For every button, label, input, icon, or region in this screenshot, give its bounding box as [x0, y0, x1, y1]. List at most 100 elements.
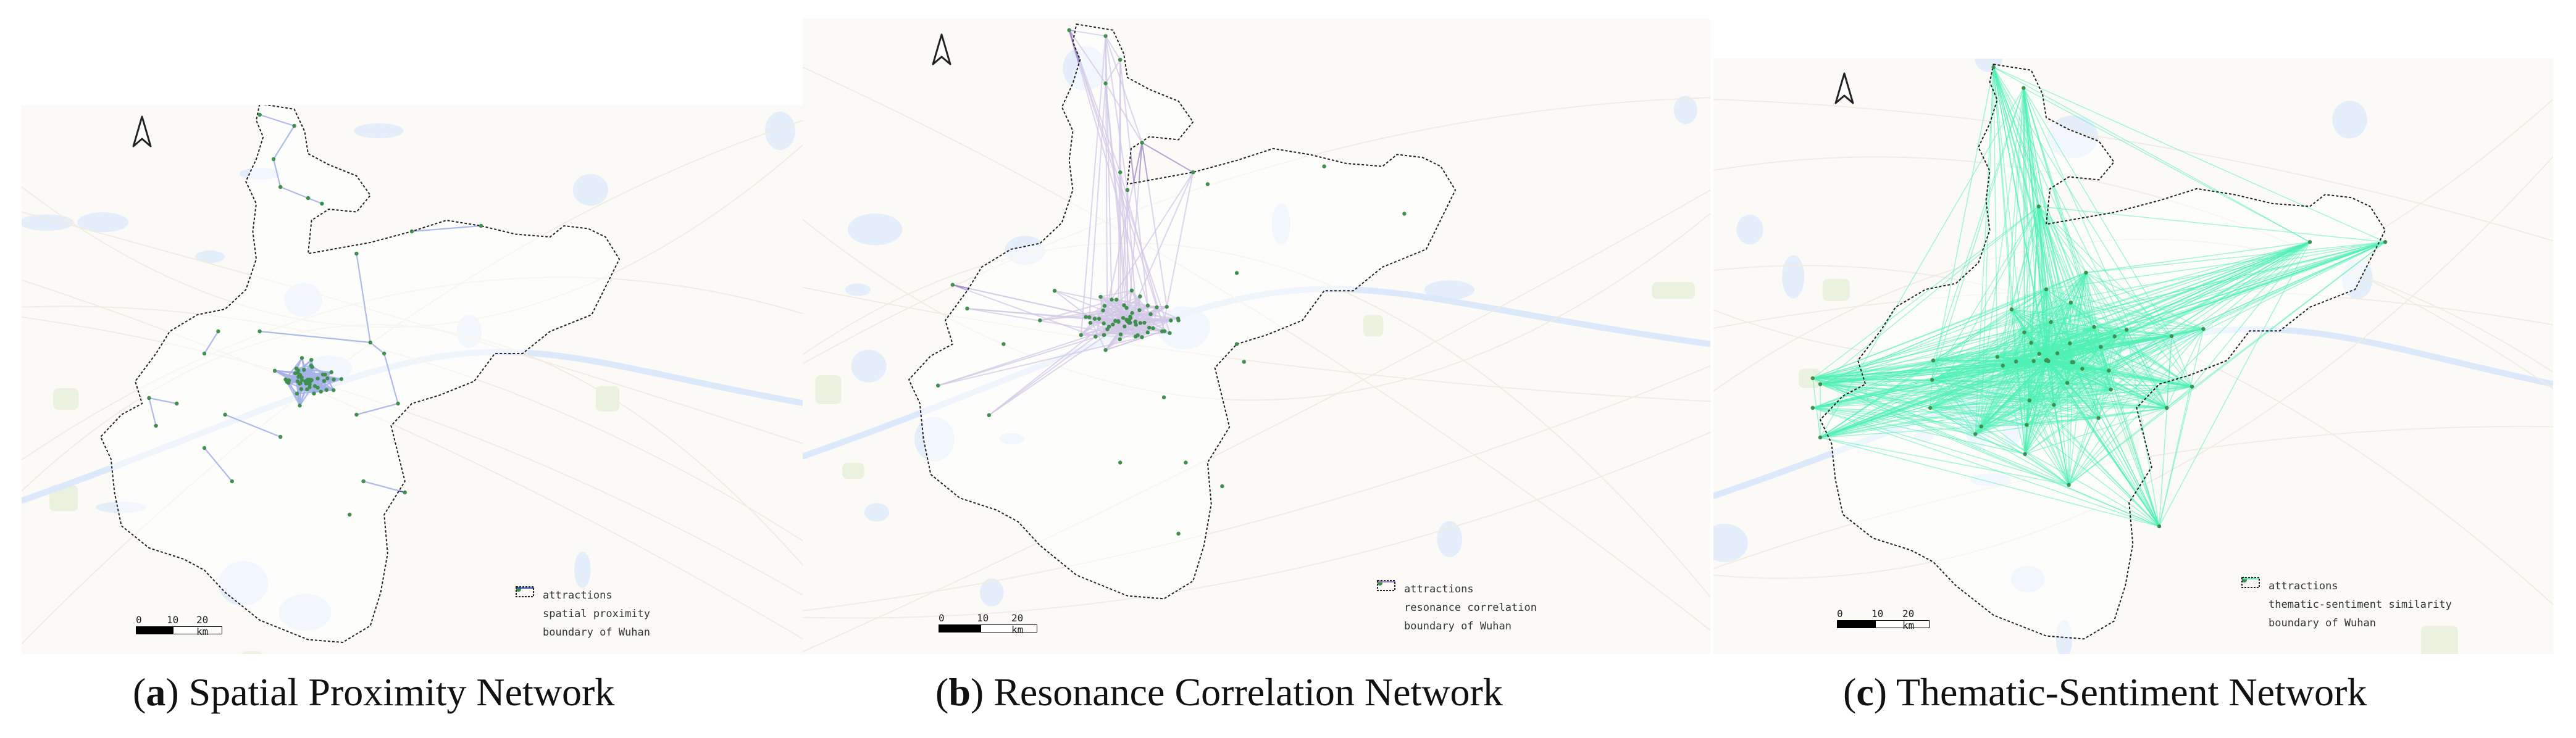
attraction-node: [1176, 318, 1181, 323]
network-edge: [2085, 272, 2172, 337]
network-edge: [2023, 88, 2047, 290]
network-edge: [1820, 407, 1931, 438]
attraction-node: [1242, 360, 1246, 364]
legend-item-attractions: attractions: [2241, 577, 2452, 595]
caption-title-b: Resonance Correlation Network: [993, 670, 1503, 714]
attraction-node: [320, 201, 324, 206]
map-panel-c: attractions thematic-sentiment similarit…: [1713, 59, 2553, 654]
attraction-node: [1818, 435, 1823, 440]
network-edge: [2109, 241, 2386, 371]
network-edge: [1993, 67, 2070, 485]
attraction-node: [1979, 424, 1984, 429]
attraction-node: [295, 379, 300, 384]
network-edge: [2002, 206, 2039, 366]
attraction-node: [2044, 287, 2049, 292]
network-edge: [2038, 206, 2127, 330]
attraction-node: [2068, 301, 2073, 305]
legend-label-nodes: attractions: [2269, 580, 2338, 592]
attraction-node: [1084, 315, 1088, 319]
network-edge: [2108, 370, 2167, 408]
network-edge: [2046, 289, 2071, 344]
attraction-node: [1138, 294, 1142, 299]
attraction-node: [319, 389, 323, 394]
scale-bar-c: 0 10 20 km: [1837, 608, 1930, 631]
attraction-node: [1087, 315, 1092, 320]
legend-item-boundary: boundary of Wuhan: [2241, 577, 2452, 632]
attraction-node: [307, 385, 312, 389]
network-edge: [2067, 383, 2160, 527]
attraction-node: [202, 351, 207, 356]
water-body: [764, 111, 795, 151]
attraction-node: [2023, 452, 2027, 457]
network-edge: [1933, 329, 2127, 361]
green-area: [53, 388, 79, 410]
network-edge: [1933, 360, 2027, 426]
attraction-node: [2157, 524, 2162, 529]
network-edge: [2023, 88, 2071, 344]
attraction-node: [312, 384, 317, 388]
network-edge: [2026, 425, 2160, 527]
attraction-node: [299, 387, 304, 391]
network-edge: [1812, 360, 1934, 379]
attraction-node: [1137, 308, 1142, 312]
scale-tick-10: 10: [167, 614, 179, 626]
attraction-node: [1931, 359, 1936, 363]
network-edge: [2070, 342, 2193, 388]
network-edge: [1812, 241, 2310, 379]
network-edge: [2038, 206, 2160, 527]
network-edge: [1812, 241, 2310, 408]
legend-item-edges: resonance correlation: [1377, 581, 1537, 617]
attraction-node: [1973, 432, 1978, 436]
network-edge: [1993, 67, 2071, 344]
water-body: [77, 212, 129, 233]
attraction-node: [1102, 304, 1107, 308]
green-area: [2421, 626, 2458, 654]
attraction-node: [1122, 303, 1126, 307]
attraction-node: [1118, 460, 1123, 465]
attraction-node: [147, 396, 151, 400]
legend-label-edges: resonance correlation: [1404, 602, 1537, 614]
network-edge: [2073, 362, 2167, 408]
attraction-node: [1930, 378, 1934, 382]
attraction-node: [154, 423, 158, 428]
legend-label-boundary: boundary of Wuhan: [543, 626, 650, 639]
attraction-node: [1220, 484, 1224, 489]
network-edge: [2054, 404, 2167, 408]
network-edge: [2011, 241, 2386, 310]
network-edge: [2057, 353, 2160, 527]
network-edge: [1812, 368, 2083, 408]
network-edge: [1812, 382, 2068, 408]
network-edge: [2069, 343, 2160, 527]
water-body: [979, 578, 1004, 607]
attraction-node: [2031, 359, 2036, 363]
network-edge: [2025, 407, 2167, 455]
attraction-node: [1169, 318, 1173, 323]
road: [22, 316, 806, 598]
attraction-node: [1052, 289, 1057, 293]
network-edge: [2024, 360, 2047, 455]
attraction-node: [175, 401, 179, 406]
attraction-node: [1118, 170, 1123, 175]
network-edge: [2050, 302, 2072, 323]
green-area: [1822, 279, 1850, 301]
attraction-node: [278, 184, 283, 189]
green-area: [1363, 315, 1384, 337]
attraction-node: [1103, 348, 1108, 352]
network-edge: [1993, 67, 2167, 408]
network-edge: [1933, 88, 2025, 361]
nodes-a: [147, 112, 483, 517]
network-edge: [2024, 289, 2047, 455]
network-edge: [2025, 336, 2115, 455]
road: [803, 431, 1710, 619]
network-edge: [2166, 328, 2204, 408]
water-body: [845, 283, 871, 296]
attraction-node: [2049, 320, 2053, 325]
legend-c: attractions thematic-sentiment similarit…: [2241, 577, 2452, 632]
legend-item-attractions: attractions: [1377, 580, 1537, 599]
network-edge: [2159, 386, 2193, 527]
network-edge: [1981, 426, 2160, 527]
attraction-node: [1098, 294, 1103, 299]
attraction-node: [278, 434, 283, 439]
green-area: [1652, 282, 1696, 299]
scale-tick-0: 0: [1837, 608, 1843, 620]
